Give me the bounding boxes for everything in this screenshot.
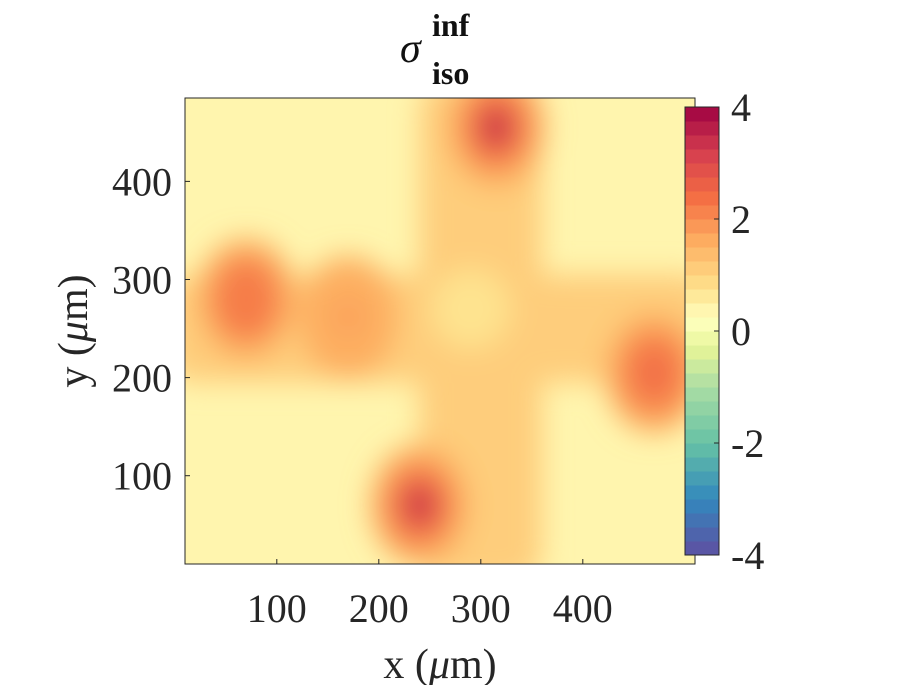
x-axis-ticks: 100 200 300 400 xyxy=(247,559,613,631)
colorbar-band xyxy=(685,233,719,248)
colorbar-band xyxy=(685,219,719,234)
colorbar-band xyxy=(685,485,719,500)
colorbar-band xyxy=(685,205,719,220)
colorbar-band xyxy=(685,261,719,276)
colorbar-band xyxy=(685,121,719,136)
x-label-rest: m) xyxy=(450,642,497,685)
colorbar-band xyxy=(685,345,719,360)
colorbar-band xyxy=(685,163,719,178)
y-axis-label: y (μm) xyxy=(51,274,97,387)
colorbar-band xyxy=(685,303,719,318)
svg-text:y (μm): y (μm) xyxy=(51,274,97,387)
colorbar-band xyxy=(685,191,719,206)
x-tick-label: 200 xyxy=(349,586,409,631)
colorbar-band xyxy=(685,527,719,542)
colorbar-band xyxy=(685,443,719,458)
y-tick-label: 200 xyxy=(112,356,172,401)
colorbar-band xyxy=(685,289,719,304)
y-tick-label: 300 xyxy=(112,257,172,302)
colorbar-ticks: 4 2 0 -2 -4 xyxy=(714,85,764,578)
x-label-mu: μ xyxy=(428,642,450,685)
colorbar-bands xyxy=(685,107,719,556)
colorbar-band xyxy=(685,499,719,514)
colorbar-band xyxy=(685,247,719,262)
colorbar-band xyxy=(685,429,719,444)
cross-center-patch xyxy=(430,268,511,349)
x-label-var: x ( xyxy=(383,642,429,685)
colorbar-band xyxy=(685,317,719,332)
colorbar-band xyxy=(685,359,719,374)
y-tick-label: 100 xyxy=(112,454,172,499)
chart-title: σ inf iso xyxy=(400,7,470,91)
colorbar-band xyxy=(685,513,719,528)
y-axis-ticks: 100 200 300 400 xyxy=(112,159,190,499)
hotspot-4 xyxy=(196,238,296,360)
hotspot-5 xyxy=(298,256,398,378)
title-superscript: inf xyxy=(432,7,470,43)
heatmap-field xyxy=(185,98,695,564)
y-tick-label: 400 xyxy=(112,159,172,204)
plot-area xyxy=(184,97,696,565)
colorbar-band xyxy=(685,149,719,164)
colorbar-band xyxy=(685,135,719,150)
hotspot-1 xyxy=(446,98,546,188)
x-tick-label: 300 xyxy=(451,586,511,631)
x-tick-label: 400 xyxy=(553,586,613,631)
y-label-var: y ( xyxy=(51,342,97,388)
colorbar-band xyxy=(685,457,719,472)
colorbar-band xyxy=(685,107,719,122)
y-label-mu: μ xyxy=(51,321,97,343)
colorbar-tick-label: -4 xyxy=(731,533,764,578)
hotspot-2 xyxy=(370,444,470,564)
colorbar-band xyxy=(685,177,719,192)
colorbar-band xyxy=(685,415,719,430)
colorbar-band xyxy=(685,387,719,402)
colorbar-tick-label: 0 xyxy=(731,309,751,354)
x-tick-label: 100 xyxy=(247,586,307,631)
colorbar-band xyxy=(685,471,719,486)
colorbar: 4 2 0 -2 -4 xyxy=(684,85,764,578)
colorbar-tick-label: -2 xyxy=(731,421,764,466)
colorbar-tick-label: 2 xyxy=(731,197,751,242)
colorbar-band xyxy=(685,401,719,416)
colorbar-band xyxy=(685,541,719,556)
colorbar-tick-label: 4 xyxy=(731,85,751,130)
colorbar-band xyxy=(685,331,719,346)
y-label-rest: m) xyxy=(51,274,97,321)
title-symbol: σ xyxy=(400,26,423,72)
svg-text:x (μm): x (μm) xyxy=(383,642,496,685)
x-axis-label: x (μm) xyxy=(383,642,496,685)
title-subscript: iso xyxy=(432,55,469,91)
colorbar-band xyxy=(685,373,719,388)
hotspot-3 xyxy=(604,312,695,434)
colorbar-band xyxy=(685,275,719,290)
